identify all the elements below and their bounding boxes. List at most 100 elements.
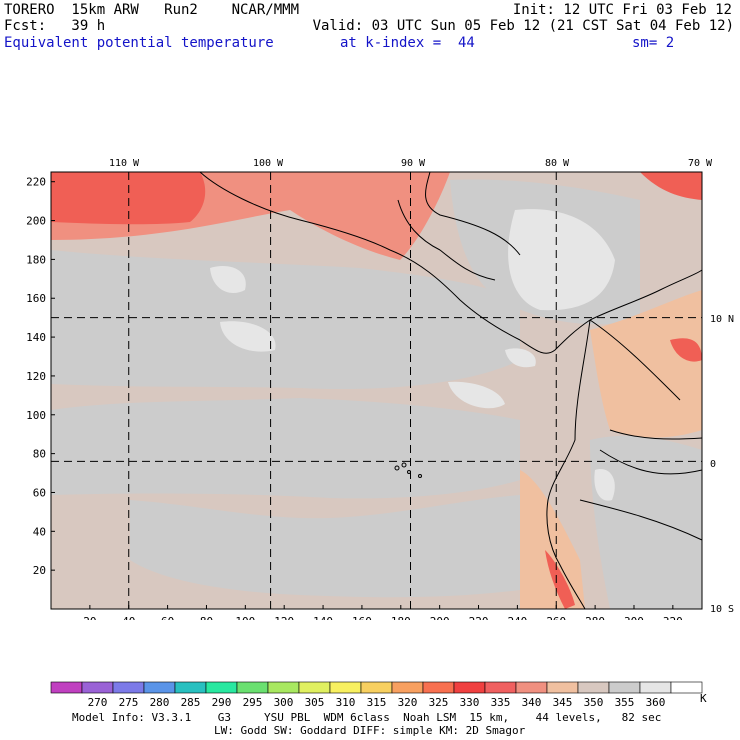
galapagos-island <box>418 474 422 478</box>
colorbar-label: 330 <box>460 696 480 706</box>
galapagos-island <box>401 462 407 468</box>
colorbar-cell <box>298 681 331 694</box>
region-335 <box>640 172 702 200</box>
region-335 <box>670 338 702 362</box>
bottom-tick-label: 20 <box>83 615 96 620</box>
map-svg: 110 W 100 W 90 W 80 W 70 W 10 N 0 10 S 2… <box>26 158 734 628</box>
region-355 <box>448 381 505 409</box>
colorbar-label: 290 <box>212 696 232 706</box>
region-350 <box>51 398 520 499</box>
coastline-pacific <box>199 171 591 354</box>
coastline-south-america <box>546 319 591 610</box>
colorbar-cells <box>50 681 703 694</box>
bottom-tick-label: 100 <box>235 615 255 620</box>
region-355 <box>220 321 276 352</box>
bottom-tick-label: 260 <box>546 615 566 620</box>
colorbar-cell <box>267 681 300 694</box>
colorbar-cell <box>143 681 176 694</box>
left-tick-label: 140 <box>26 331 46 344</box>
colorbar-cell <box>391 681 424 694</box>
region-335 <box>545 550 575 609</box>
top-tick-label: 90 W <box>401 158 426 169</box>
bottom-tick-label: 140 <box>313 615 333 620</box>
colorbar-unit: K <box>700 692 707 705</box>
region-350 <box>130 495 520 598</box>
bottom-tick-label: 300 <box>624 615 644 620</box>
left-tick-label: 160 <box>26 292 46 305</box>
model-title: TORERO 15km ARW Run2 NCAR/MMM <box>4 2 300 18</box>
top-tick-label: 110 W <box>109 158 140 169</box>
graticule <box>51 172 702 609</box>
border-lines <box>579 449 703 541</box>
bottom-tick-label: 120 <box>274 615 294 620</box>
colorbar-labels: 270 275 280 285 290 295 300 305 310 315 320 325 330 3… <box>88 696 666 709</box>
colorbar-cell <box>112 681 145 694</box>
colorbar-cell <box>670 681 703 694</box>
colorbar-label: 345 <box>553 696 573 706</box>
colorbar-label: 310 <box>336 696 356 706</box>
border-lines <box>397 199 496 281</box>
galapagos-island <box>394 465 400 471</box>
map-frame <box>50 171 703 610</box>
valid-time: Valid: 03 UTC Sun 05 Feb 12 (21 CST Sat … <box>312 18 734 34</box>
colorbar-label: 275 <box>119 696 139 706</box>
left-tick-label: 40 <box>33 525 46 538</box>
map-panel: 110 W 100 W 90 W 80 W 70 W 10 N 0 10 S 2… <box>0 150 740 628</box>
colorbar-cell <box>484 681 517 694</box>
coastlines <box>199 171 703 610</box>
model-info: Model Info: V3.3.1 G3 YSU PBL WDM 6class… <box>72 711 662 724</box>
colorbar-label: 300 <box>274 696 294 706</box>
colorbar-label: 295 <box>243 696 263 706</box>
right-tick-label: 10 S <box>710 604 734 615</box>
left-tick-label: 220 <box>26 176 46 189</box>
coastline-caribbean <box>589 269 703 321</box>
left-tick-label: 80 <box>33 448 46 461</box>
top-tick-label: 70 W <box>688 158 713 169</box>
colorbar-cell <box>205 681 238 694</box>
right-tick-label: 0 <box>710 459 716 470</box>
colorbar-label: 320 <box>398 696 418 706</box>
colorbar-cell <box>50 681 83 694</box>
right-tick-label: 10 N <box>710 314 734 325</box>
bottom-tick-label: 80 <box>200 615 213 620</box>
colorbar-cell <box>81 681 114 694</box>
smoothing: sm= 2 <box>632 35 675 51</box>
colorbar-label: 325 <box>429 696 449 706</box>
colorbar-label: 315 <box>367 696 387 706</box>
field-name: Equivalent potential temperature <box>4 35 274 51</box>
colorbar-cell <box>236 681 269 694</box>
bottom-tick-label: 240 <box>507 615 527 620</box>
region-350 <box>590 435 702 609</box>
left-tick-label: 180 <box>26 253 46 266</box>
colorbar-label: 270 <box>88 696 108 706</box>
region-340 <box>590 290 702 438</box>
colorbar-label: 280 <box>150 696 170 706</box>
region-335 <box>51 172 206 225</box>
colorbar-label: 355 <box>615 696 635 706</box>
top-tick-label: 100 W <box>253 158 284 169</box>
left-tick-label: 200 <box>26 215 46 228</box>
colorbar-cell <box>577 681 610 694</box>
theta-e-field <box>51 172 702 609</box>
left-tick-label: 60 <box>33 486 46 499</box>
colorbar-cell <box>608 681 641 694</box>
bottom-tick-label: 200 <box>430 615 450 620</box>
region-355 <box>505 348 536 368</box>
bottom-tick-label: 280 <box>585 615 605 620</box>
colorbar-cell <box>174 681 207 694</box>
colorbar: 270 275 280 285 290 295 300 305 310 315 320 325 330 3… <box>0 676 740 709</box>
bottom-tick-label: 180 <box>391 615 411 620</box>
region-340 <box>520 470 585 609</box>
colorbar-label: 285 <box>181 696 201 706</box>
bottom-tick-label: 320 <box>663 615 683 620</box>
colorbar-cell <box>453 681 486 694</box>
k-index: at k-index = 44 <box>340 35 475 51</box>
colorbar-label: 360 <box>646 696 666 706</box>
bottom-tick-label: 160 <box>352 615 372 620</box>
colorbar-label: 350 <box>584 696 604 706</box>
coastline-gulf <box>425 171 521 256</box>
left-tick-label: 100 <box>26 409 46 422</box>
colorbar-label: 340 <box>522 696 542 706</box>
left-tick-label: 120 <box>26 370 46 383</box>
bottom-tick-label: 40 <box>122 615 135 620</box>
